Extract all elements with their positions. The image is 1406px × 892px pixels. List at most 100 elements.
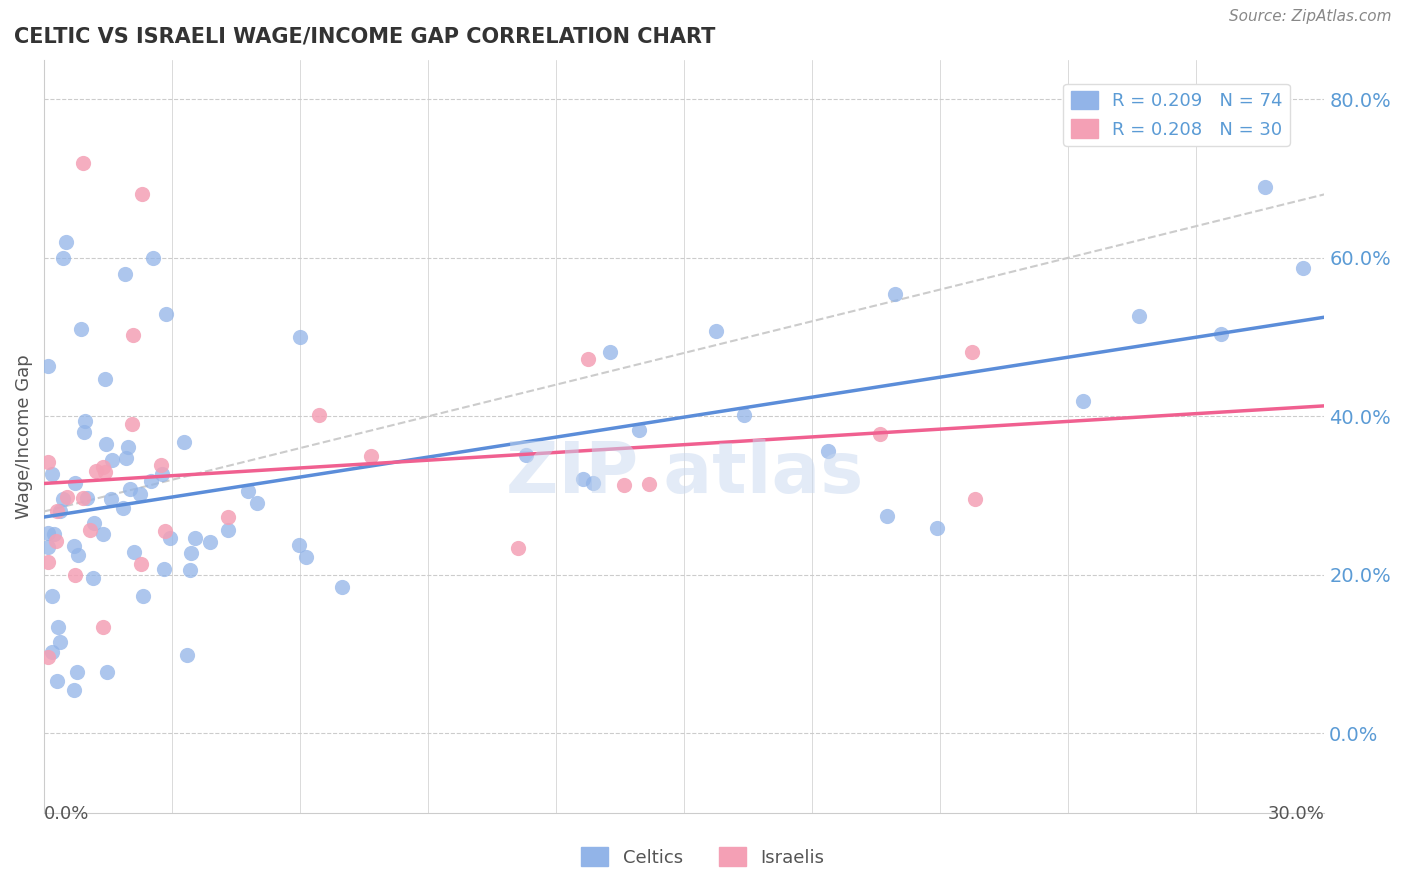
Point (142, 251, 165, 265)
Point (37, 455, 59, 469)
Point (101, 453, 124, 467)
Point (72, 155, 94, 169)
Point (508, 541, 530, 555)
Text: ZIP atlas: ZIP atlas (506, 440, 863, 508)
Point (582, 476, 605, 491)
Point (578, 352, 600, 367)
Point (121, 417, 143, 432)
Point (613, 478, 636, 492)
Point (46, 620, 69, 634)
Point (37, 555, 59, 569)
Point (49, 635, 72, 649)
Point (111, 501, 134, 516)
Point (159, 531, 181, 545)
Point (45, 504, 67, 518)
Text: 0.0%: 0.0% (44, 805, 90, 822)
Point (332, 580, 354, 594)
Point (294, 549, 316, 564)
Point (876, 508, 898, 523)
Point (1128, 309, 1150, 323)
Point (965, 492, 987, 507)
Point (217, 509, 239, 524)
Point (94, 437, 117, 451)
Point (63, 476, 86, 491)
Point (55, 491, 77, 505)
Point (150, 467, 173, 481)
Point (41, 467, 63, 482)
Point (45, 533, 67, 548)
Point (288, 330, 311, 344)
Point (48, 504, 70, 518)
Point (515, 448, 537, 462)
Point (122, 328, 145, 343)
Point (91, 527, 114, 541)
Point (308, 408, 330, 422)
Point (637, 476, 659, 491)
Point (63, 539, 86, 553)
Point (44, 527, 66, 541)
Text: Source: ZipAtlas.com: Source: ZipAtlas.com (1229, 9, 1392, 24)
Point (55, 235, 77, 249)
Point (128, 486, 150, 500)
Point (41, 590, 63, 604)
Point (360, 449, 382, 463)
Point (925, 521, 948, 535)
Point (704, 324, 727, 338)
Point (153, 562, 176, 576)
Legend: Celtics, Israelis: Celtics, Israelis (574, 840, 832, 874)
Point (115, 451, 138, 466)
Point (883, 286, 905, 301)
Point (66, 665, 89, 679)
Point (52, 491, 75, 506)
Point (94, 465, 117, 479)
Point (46, 673, 69, 688)
Point (198, 535, 221, 549)
Text: 30.0%: 30.0% (1268, 805, 1324, 822)
Point (79, 524, 101, 538)
Point (82, 571, 104, 585)
Point (70, 322, 93, 336)
Point (91, 460, 114, 475)
Point (73, 425, 96, 439)
Point (180, 545, 202, 559)
Point (131, 558, 153, 572)
Point (100, 492, 122, 507)
Y-axis label: Wage/Income Gap: Wage/Income Gap (15, 354, 32, 518)
Point (288, 538, 311, 552)
Point (1292, 260, 1315, 275)
Point (132, 589, 155, 603)
Point (238, 484, 260, 499)
Point (572, 472, 595, 486)
Point (84, 464, 107, 478)
Point (131, 187, 153, 202)
Point (627, 423, 650, 437)
Point (1209, 327, 1232, 342)
Point (83, 516, 105, 531)
Point (37, 649, 59, 664)
Point (1254, 179, 1277, 194)
Text: CELTIC VS ISRAELI WAGE/INCOME GAP CORRELATION CHART: CELTIC VS ISRAELI WAGE/INCOME GAP CORREL… (14, 27, 716, 46)
Point (149, 458, 172, 472)
Point (75, 414, 97, 428)
Point (817, 444, 839, 458)
Point (173, 435, 195, 450)
Point (94, 372, 117, 386)
Point (118, 482, 141, 496)
Point (52, 251, 75, 265)
Point (176, 648, 198, 662)
Point (96, 665, 118, 679)
Point (66, 548, 89, 562)
Point (62, 682, 84, 697)
Legend: R = 0.209   N = 74, R = 0.208   N = 30: R = 0.209 N = 74, R = 0.208 N = 30 (1063, 84, 1289, 146)
Point (139, 474, 162, 488)
Point (114, 267, 136, 281)
Point (599, 345, 621, 359)
Point (153, 524, 176, 538)
Point (1071, 393, 1094, 408)
Point (91, 620, 114, 634)
Point (65, 567, 87, 582)
Point (37, 526, 59, 541)
Point (246, 496, 269, 510)
Point (183, 532, 205, 546)
Point (122, 545, 145, 559)
